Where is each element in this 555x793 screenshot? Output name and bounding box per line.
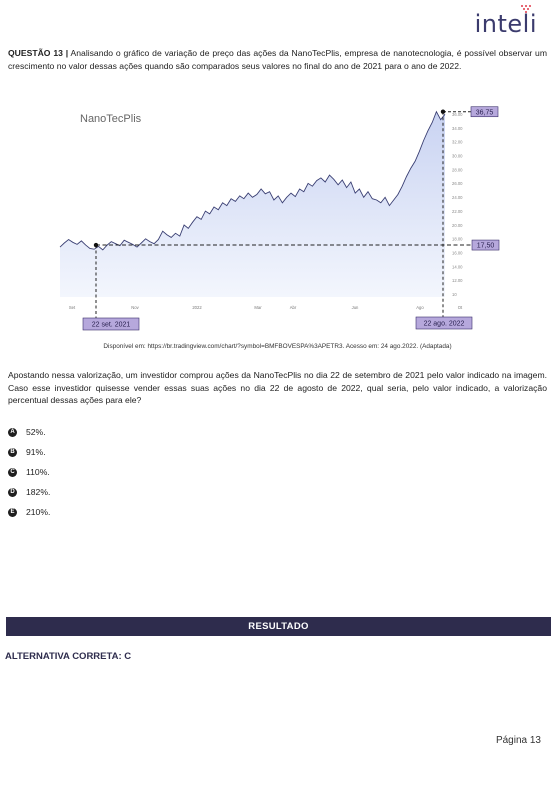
- option-b[interactable]: B 91%.: [8, 442, 50, 462]
- low-value-label: 17,50: [477, 243, 495, 250]
- option-c-letter-icon: C: [8, 467, 17, 477]
- correct-answer: ALTERNATIVA CORRETA: C: [5, 651, 132, 662]
- end-date-label: 22 ago. 2022: [424, 321, 465, 328]
- high-value-label: 36,75: [476, 109, 494, 116]
- x-tick-label: Abr: [290, 305, 297, 310]
- option-b-letter-icon: B: [8, 447, 17, 457]
- question-prompt: Apostando nessa valorização, um investid…: [8, 370, 547, 406]
- x-tick-label: Jun: [352, 305, 359, 310]
- chart-title: NanoTecPlis: [80, 113, 142, 125]
- y-tick-label: 36.00: [452, 112, 463, 117]
- y-tick-label: 20.00: [452, 223, 463, 228]
- y-tick-label: 34.00: [452, 126, 463, 131]
- y-tick-label: 26.00: [452, 181, 463, 186]
- question-text: Analisando o gráfico de variação de preç…: [8, 48, 547, 71]
- page-number: Página 13: [495, 735, 541, 746]
- option-d-letter-icon: D: [8, 487, 17, 497]
- end-date-label-box: [415, 316, 473, 330]
- start-date-label: 22 set. 2021: [92, 322, 131, 329]
- option-c[interactable]: C 110%.: [8, 462, 50, 482]
- low-value-label-box: [471, 239, 500, 251]
- y-tick-label: 24.00: [452, 195, 463, 200]
- start-date-label-box: [82, 317, 140, 331]
- source-citation: Disponível em: https://br.tradingview.co…: [103, 343, 452, 350]
- x-tick-label: Nov: [131, 305, 139, 310]
- x-tick-label: Ot: [458, 305, 463, 310]
- price-line: [59, 110, 446, 251]
- y-tick-label: 14.00: [452, 264, 463, 269]
- y-tick-label: 10: [452, 292, 457, 297]
- question-statement: QUESTÃO 13 | Analisando o gráfico de var…: [8, 47, 547, 72]
- answer-options: A 52%. B 91%. C 110%. D 182%. E 210%.: [8, 422, 50, 522]
- high-point: [440, 109, 446, 114]
- y-tick-label: 28.00: [452, 167, 463, 172]
- option-b-text: 91%.: [26, 447, 46, 457]
- x-tick-label: Ago: [416, 305, 424, 310]
- y-axis-ticks: 36.00 34.00 32.00 30.00 28.00 26.00 24.00 22.00…: [452, 112, 463, 297]
- y-tick-label: 30.00: [452, 154, 463, 159]
- option-c-text: 110%.: [26, 467, 50, 477]
- option-d-text: 182%.: [26, 487, 51, 497]
- price-area: [60, 111, 445, 297]
- x-tick-label: Set: [69, 305, 76, 310]
- option-d[interactable]: D 182%.: [8, 482, 50, 502]
- option-e-letter-icon: E: [8, 507, 17, 517]
- y-tick-label: 16.00: [452, 250, 463, 255]
- x-tick-label: 2022: [192, 305, 202, 310]
- result-bar: RESULTADO: [6, 617, 551, 636]
- logo-text: inteli: [474, 10, 537, 38]
- y-tick-label: 12.00: [452, 278, 463, 283]
- x-tick-label: Mar: [254, 305, 262, 310]
- price-chart: NanoTecPlis 36.00 34.00 32.00 30.00 28.00 26.…: [55, 102, 505, 331]
- annotations: 36,75 17,50 22 set. 2021 22 ago. 2022: [82, 106, 500, 331]
- option-a-letter-icon: A: [8, 427, 17, 437]
- inteli-logo: inteli: [457, 4, 537, 38]
- logo-dots-icon: [521, 5, 531, 13]
- x-axis-ticks: Set Nov 2022 Mar Abr Jun Ago Ot: [69, 305, 463, 310]
- option-a-text: 52%.: [26, 427, 46, 437]
- question-number: QUESTÃO 13 |: [8, 48, 69, 58]
- low-point: [93, 242, 99, 248]
- option-e-text: 210%.: [26, 507, 51, 517]
- option-e[interactable]: E 210%.: [8, 502, 50, 522]
- y-tick-label: 32.00: [452, 140, 463, 145]
- y-tick-label: 18.00: [452, 237, 463, 242]
- option-a[interactable]: A 52%.: [8, 422, 50, 442]
- y-tick-label: 22.00: [452, 209, 463, 214]
- high-value-label-box: [470, 106, 499, 118]
